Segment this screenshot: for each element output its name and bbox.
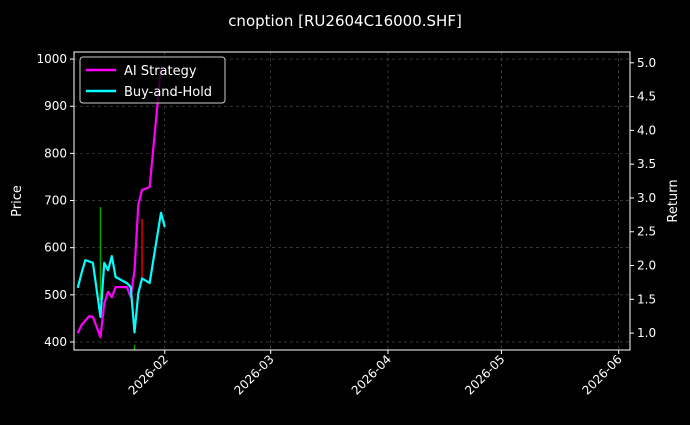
y2-tick-label: 2.0 [637,259,656,273]
y-tick-label: 1000 [36,52,67,66]
y-tick-label: 700 [44,194,67,208]
x-tick-label: 2026-04 [349,352,394,397]
y-tick-label: 500 [44,288,67,302]
y-tick-label: 900 [44,99,67,113]
x-axis: 2026-02 2026-03 2026-04 2026-05 2026-06 [126,350,625,398]
y2-axis-label: Return [666,179,681,222]
y2-tick-label: 5.0 [637,56,656,70]
x-tick-label: 2026-03 [231,352,276,397]
y-axis: 400 500 600 700 800 900 1000 [36,52,74,349]
y2-tick-label: 1.0 [637,326,656,340]
series-lines [78,67,165,337]
x-tick-label: 2026-06 [579,352,624,397]
y-tick-label: 800 [44,146,67,160]
y2-axis: 1.0 1.5 2.0 2.5 3.0 3.5 4.0 4.5 5.0 [630,56,656,340]
y-axis-label: Price [10,185,25,217]
y2-tick-label: 3.5 [637,157,656,171]
y2-tick-label: 1.5 [637,292,656,306]
y2-tick-label: 4.0 [637,123,656,137]
legend-label-ai-strategy: AI Strategy [124,64,197,79]
legend: AI Strategy Buy-and-Hold [80,57,225,103]
chart-title: cnoption [RU2604C16000.SHF] [228,12,462,30]
x-tick-label: 2026-05 [462,352,507,397]
series-buy-and-hold [78,213,165,333]
series-ai-strategy [78,68,161,338]
y2-tick-label: 2.5 [637,225,656,239]
legend-label-buy-and-hold: Buy-and-Hold [124,85,212,100]
y-tick-label: 400 [44,335,67,349]
y2-tick-label: 4.5 [637,90,656,104]
y2-tick-label: 3.0 [637,191,656,205]
x-tick-label: 2026-02 [126,352,171,397]
y-tick-label: 600 [44,241,67,255]
